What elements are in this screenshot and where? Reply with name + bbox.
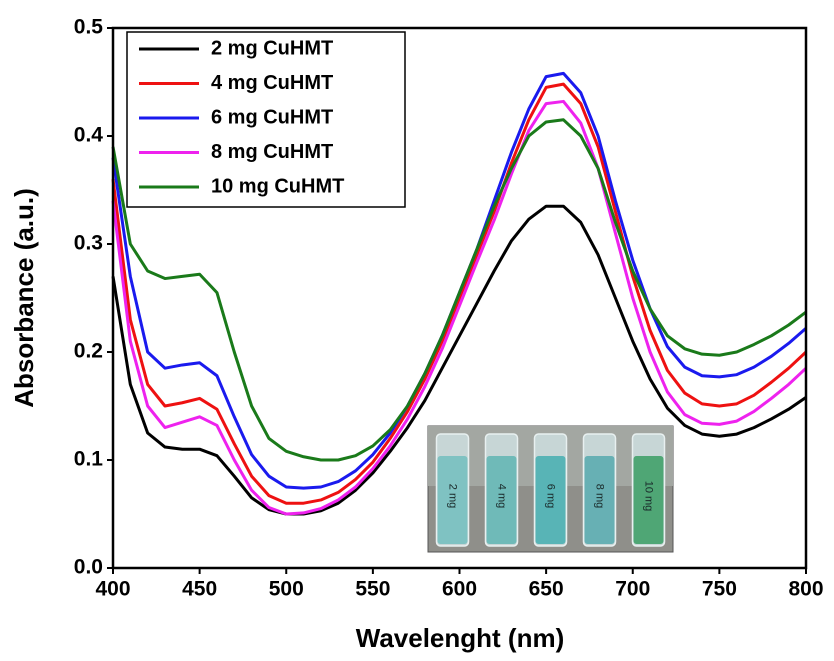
- y-tick-label: 0.1: [74, 448, 104, 471]
- inset-label: 2 mg: [447, 484, 459, 508]
- inset-liquid: [633, 456, 664, 544]
- x-tick-label: 750: [702, 578, 737, 601]
- inset-label: 10 mg: [643, 481, 655, 512]
- inset-label: 4 mg: [496, 484, 508, 508]
- legend-label: 4 mg CuHMT: [211, 72, 333, 94]
- legend-label: 10 mg CuHMT: [211, 175, 344, 197]
- y-tick-label: 0.2: [74, 340, 103, 363]
- inset-label: 8 mg: [594, 484, 606, 508]
- legend-label: 2 mg CuHMT: [211, 37, 333, 59]
- y-tick-label: 0.4: [74, 124, 104, 147]
- y-tick-label: 0.0: [74, 556, 103, 579]
- inset-label: 6 mg: [545, 484, 557, 508]
- inset-liquid: [584, 456, 615, 544]
- x-tick-label: 600: [442, 578, 477, 601]
- x-tick-label: 700: [615, 578, 650, 601]
- legend-label: 8 mg CuHMT: [211, 141, 333, 163]
- data-line: [111, 118, 807, 462]
- x-tick-label: 800: [788, 578, 823, 601]
- plot-frame: [111, 26, 808, 570]
- x-tick-label: 500: [269, 578, 304, 601]
- x-tick-label: 450: [182, 578, 217, 601]
- data-line: [111, 99, 808, 516]
- x-tick-label: 400: [95, 578, 130, 601]
- y-tick-label: 0.3: [74, 232, 103, 255]
- y-axis-title: Absorbance (a.u.): [9, 188, 39, 408]
- x-tick-label: 650: [529, 578, 564, 601]
- legend-label: 6 mg CuHMT: [211, 106, 333, 128]
- y-tick-label: 0.5: [74, 16, 104, 39]
- data-line: [111, 82, 808, 505]
- inset-liquid: [535, 456, 566, 544]
- inset-liquid: [437, 456, 468, 544]
- data-line: [111, 204, 807, 516]
- x-tick-label: 550: [355, 578, 390, 601]
- inset-liquid: [486, 456, 517, 544]
- x-axis-title: Wavelenght (nm): [356, 623, 564, 653]
